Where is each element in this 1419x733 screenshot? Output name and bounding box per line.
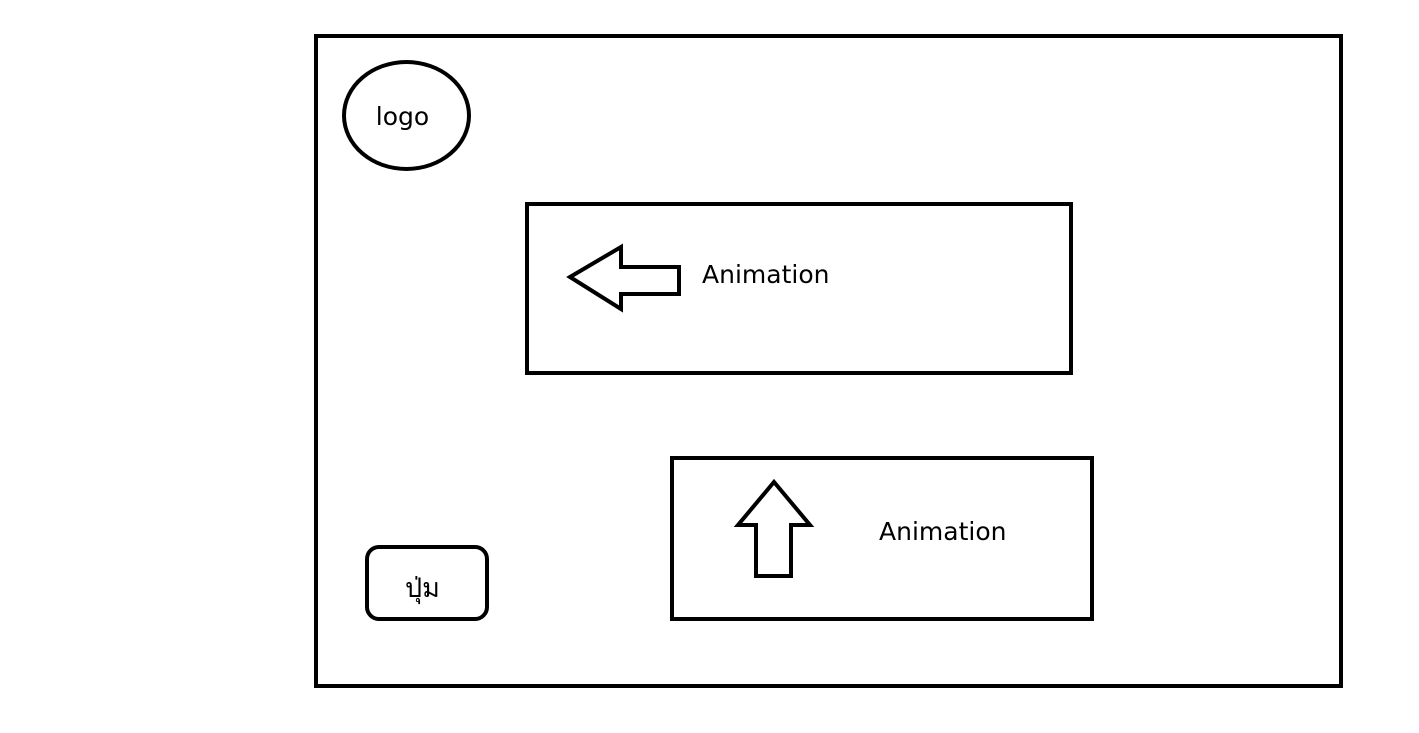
animation-label: Animation <box>702 260 830 289</box>
action-button[interactable]: ปุ่ม <box>365 545 489 621</box>
animation-panel-left: Animation <box>525 202 1073 375</box>
logo-label: logo <box>375 102 430 131</box>
arrow-left-icon <box>566 243 681 313</box>
action-button-label: ปุ่ม <box>405 573 440 604</box>
animation-panel-up: Animation <box>670 456 1094 621</box>
screen-frame <box>314 34 1343 688</box>
arrow-up-icon <box>733 478 815 578</box>
animation-label: Animation <box>879 517 1007 546</box>
logo: logo <box>342 60 471 171</box>
